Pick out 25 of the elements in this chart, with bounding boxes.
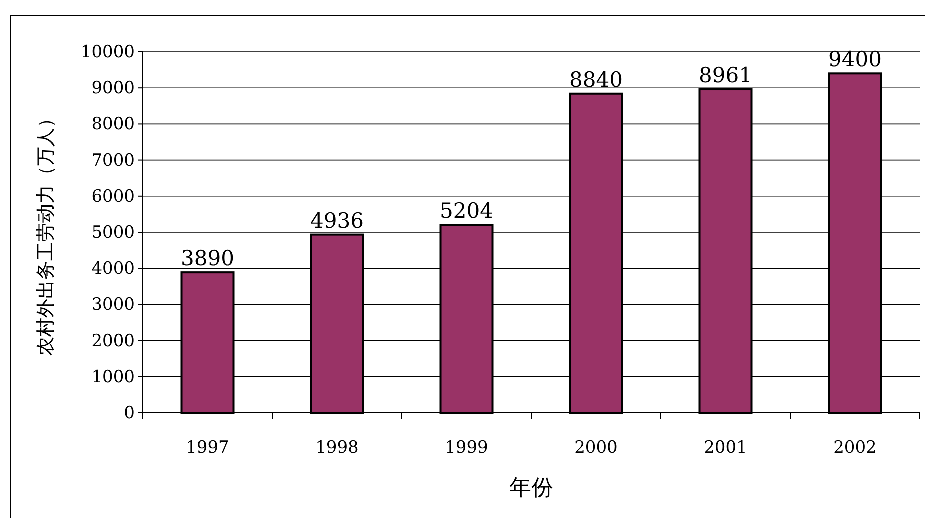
- x-tick-label: 1997: [186, 438, 230, 458]
- x-tick-label: 2002: [834, 438, 877, 458]
- y-tick-label: 7000: [92, 150, 135, 171]
- x-tick-label: 2000: [574, 438, 618, 458]
- data-label: 5204: [440, 199, 494, 224]
- y-tick-label: 2000: [92, 331, 135, 352]
- data-label: 8961: [699, 64, 752, 88]
- y-axis-title: 农村外出务工劳动力（万人）: [35, 109, 57, 356]
- x-axis-title: 年份: [510, 476, 554, 501]
- y-tick-label: 10000: [80, 42, 135, 62]
- y-tick-label: 4000: [92, 259, 135, 280]
- data-label: 3890: [181, 246, 234, 271]
- y-tick-label: 0: [124, 403, 135, 424]
- y-tick-label: 6000: [92, 186, 135, 207]
- x-tick-label: 1998: [316, 438, 359, 458]
- data-label: 9400: [828, 48, 882, 72]
- y-tick-label: 8000: [92, 114, 135, 135]
- y-tick-label: 3000: [92, 295, 135, 316]
- y-tick-label: 5000: [92, 222, 135, 243]
- y-tick-label: 1000: [92, 367, 135, 388]
- data-label: 4936: [310, 208, 364, 233]
- data-label: 8840: [570, 68, 623, 92]
- y-tick-label: 9000: [92, 78, 135, 99]
- x-tick-label: 2001: [704, 438, 748, 458]
- x-tick-label: 1999: [445, 438, 488, 458]
